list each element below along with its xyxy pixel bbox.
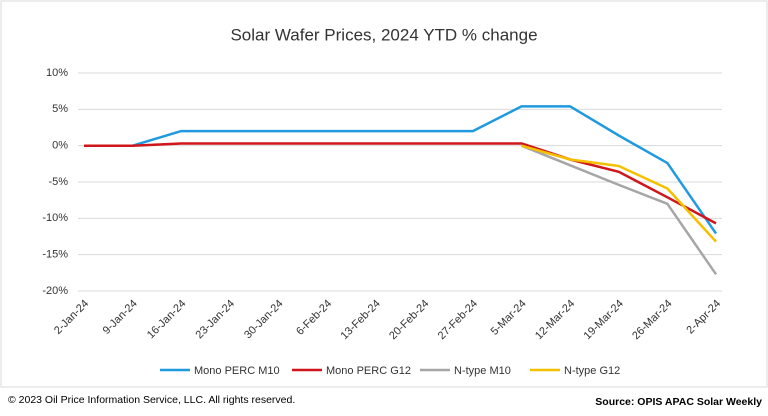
chart-title: Solar Wafer Prices, 2024 YTD % change	[230, 25, 537, 44]
series-line	[521, 144, 718, 276]
legend-label: Mono PERC M10	[194, 365, 280, 377]
y-tick-label: -10%	[42, 212, 68, 224]
legend-label: Mono PERC G12	[326, 365, 411, 377]
y-tick-label: 5%	[52, 103, 68, 115]
series-line	[521, 144, 717, 243]
y-tick-label: 10%	[46, 67, 68, 79]
series-line	[84, 105, 718, 235]
source: Source: OPIS APAC Solar Weekly	[595, 396, 762, 408]
legend-label: N-type M10	[454, 365, 511, 377]
copyright: © 2023 Oil Price Information Service, LL…	[8, 394, 295, 406]
y-tick-label: -5%	[48, 176, 68, 188]
y-tick-label: 0%	[52, 140, 68, 152]
legend-label: N-type G12	[564, 365, 620, 377]
series-line	[84, 142, 717, 225]
y-tick-label: -20%	[42, 285, 68, 297]
y-tick-label: -15%	[42, 249, 68, 261]
